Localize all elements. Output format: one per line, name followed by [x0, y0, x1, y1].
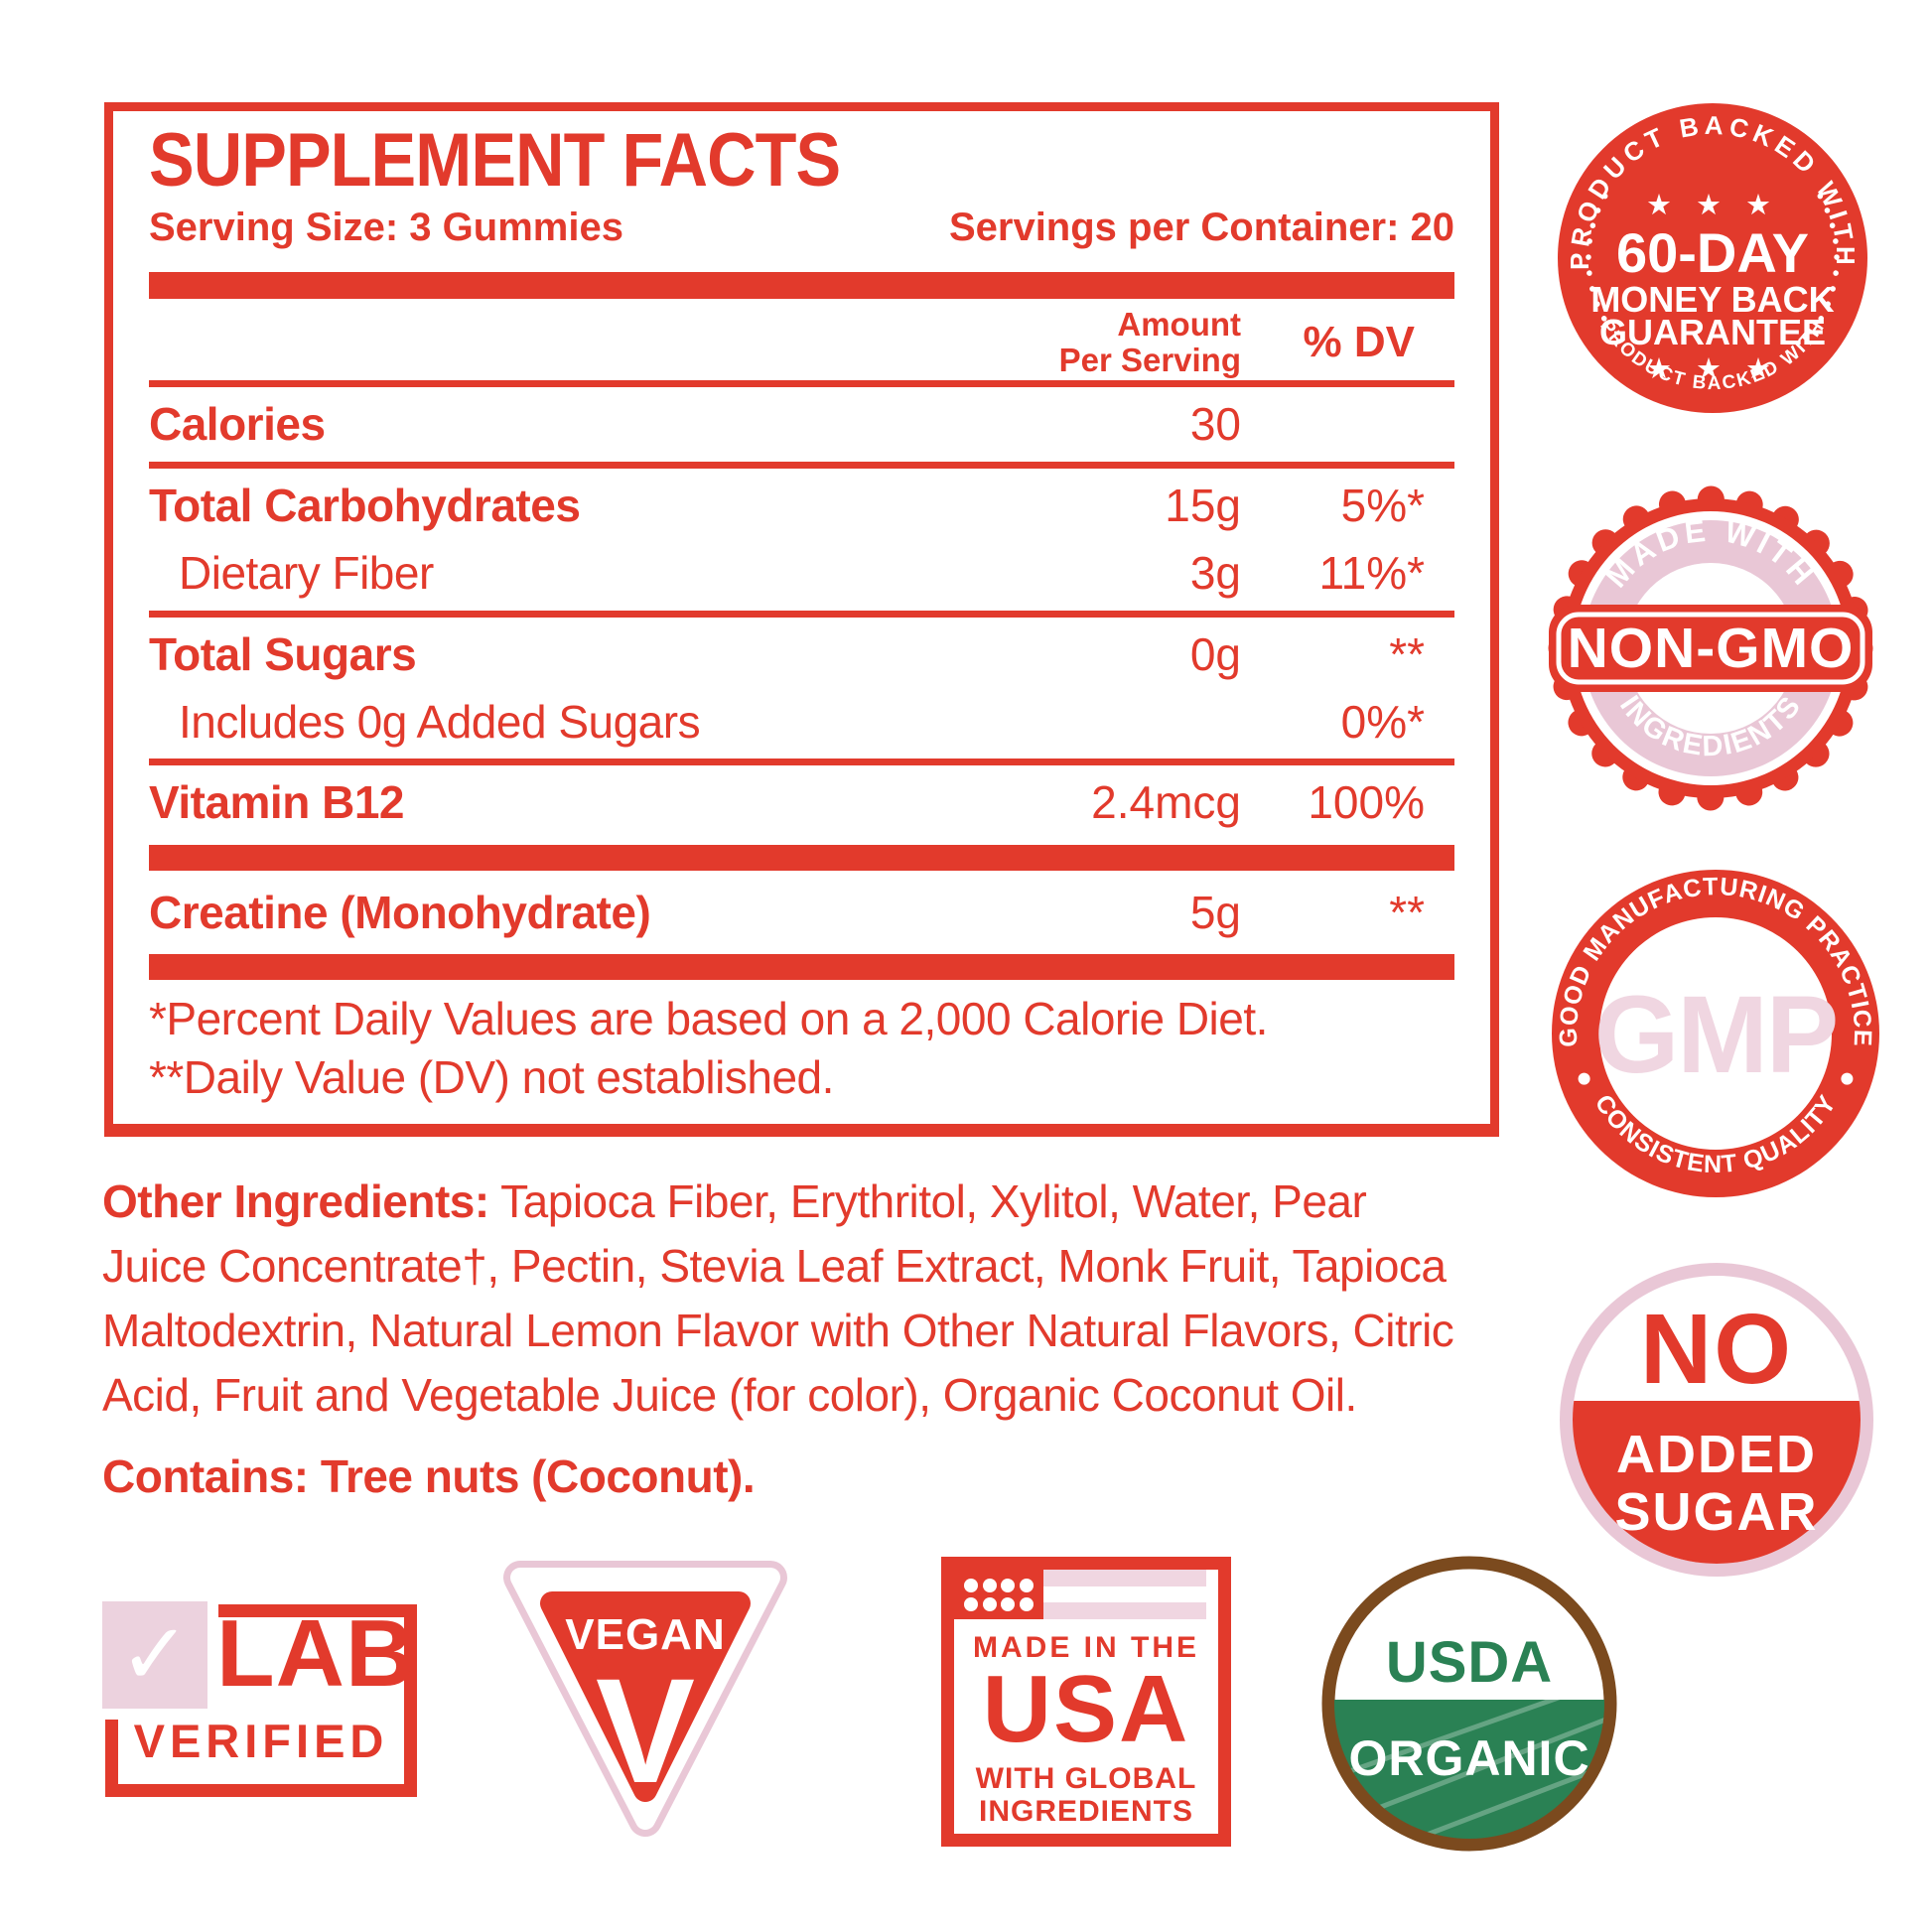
- divider-thick: [149, 844, 1454, 871]
- banner-text-non-gmo: NON-GMO: [1568, 617, 1855, 680]
- banner: [1549, 605, 1872, 692]
- triangle-red: [540, 1591, 751, 1802]
- money-back-guarantee-badge: PRODUCT BACKED WITH ★ ★ ★ 60-DAY MONEY B…: [1558, 103, 1867, 413]
- gmp-badge: GMP GOOD MANUFACTURING PRACTICE CONSISTE…: [1552, 870, 1879, 1197]
- flag-star-dot: [964, 1596, 979, 1611]
- panel-title: SUPPLEMENT FACTS: [149, 118, 841, 203]
- footnotes: *Percent Daily Values are based on a 2,0…: [149, 990, 1454, 1107]
- with-global-line: WITH GLOBAL: [975, 1762, 1197, 1796]
- dotted-arc-left: [1586, 193, 1608, 324]
- badge-line-no: NO: [1640, 1294, 1793, 1405]
- table-header-row: Amount Per Serving % DV: [149, 307, 1454, 377]
- usda-word: USDA: [1386, 1630, 1553, 1695]
- divider-thin: [149, 461, 1454, 469]
- lab-check-square: ✓: [102, 1601, 207, 1709]
- verified-word: VERIFIED: [133, 1715, 389, 1767]
- divider-thick: [149, 954, 1454, 981]
- vegan-badge: VEGAN V: [503, 1561, 787, 1837]
- flag-stripes: [1043, 1570, 1206, 1620]
- divider-thin: [149, 380, 1454, 388]
- other-ingredients-section: Other Ingredients: Tapioca Fiber, Erythr…: [102, 1170, 1482, 1509]
- lab-verified-badge: ✓ LAB VERIFIED: [102, 1600, 417, 1797]
- badge-line-60-day: 60-DAY: [1616, 221, 1809, 284]
- divider-thick: [149, 272, 1454, 299]
- ingredients-line: INGREDIENTS: [978, 1795, 1194, 1829]
- flag-star-dot: [982, 1596, 997, 1611]
- no-added-sugar-badge: NO ADDED SUGAR: [1560, 1263, 1873, 1577]
- table-row-total-carbohydrates: Total Carbohydrates 15g 5%*: [149, 479, 1425, 531]
- servings-per-container: Servings per Container: 20: [948, 206, 1454, 249]
- made-in-the-line: MADE IN THE: [973, 1631, 1199, 1664]
- dot-right: [1841, 1072, 1854, 1085]
- contains-label: Contains:: [102, 1450, 309, 1503]
- badge-line-added: ADDED: [1616, 1425, 1817, 1484]
- table-row-vitamin-b12: Vitamin B12 2.4mcg 100%: [149, 776, 1425, 829]
- serving-info-row: Serving Size: 3 Gummies Servings per Con…: [149, 205, 1454, 250]
- made-in-usa-badge: MADE IN THE USA WITH GLOBAL INGREDIENTS: [941, 1557, 1231, 1847]
- serving-size: Serving Size: 3 Gummies: [149, 206, 623, 249]
- footnote-daily-values: *Percent Daily Values are based on a 2,0…: [149, 993, 1268, 1045]
- badge-line-money-back: MONEY BACK: [1590, 279, 1834, 320]
- flag-star-dot: [1019, 1578, 1034, 1592]
- table-row-creatine: Creatine (Monohydrate) 5g **: [149, 886, 1425, 938]
- other-ingredients-paragraph: Other Ingredients: Tapioca Fiber, Erythr…: [102, 1170, 1482, 1427]
- table-row-added-sugars: Includes 0g Added Sugars 0%*: [179, 696, 1425, 748]
- divider-thin: [149, 610, 1454, 618]
- stars-row-top: ★ ★ ★: [1646, 190, 1779, 221]
- usa-word: USA: [982, 1656, 1190, 1762]
- other-ingredients-text: Tapioca Fiber, Erythritol, Xylitol, Wate…: [102, 1175, 1454, 1421]
- flag-star-dot: [1019, 1596, 1034, 1611]
- stars-row-bottom: ★ ★ ★: [1646, 353, 1779, 385]
- dotted-arc-right: [1817, 193, 1840, 324]
- flag-star-dot: [964, 1578, 979, 1592]
- dot-left: [1578, 1072, 1590, 1085]
- table-row-dietary-fiber: Dietary Fiber 3g 11%*: [179, 547, 1425, 600]
- organic-word: ORGANIC: [1348, 1730, 1589, 1786]
- flag-graphic: [954, 1570, 1218, 1620]
- other-ingredients-label: Other Ingredients:: [102, 1175, 489, 1227]
- divider-thin: [149, 759, 1454, 766]
- badge-circle: [1558, 103, 1867, 413]
- flag-star-dot: [982, 1578, 997, 1592]
- column-header-amount: Amount Per Serving: [1058, 306, 1241, 378]
- badge-line-sugar: SUGAR: [1614, 1482, 1818, 1542]
- banner-inner-border: [1556, 612, 1865, 685]
- flag-canton: [954, 1570, 1043, 1619]
- vegan-title: VEGAN: [565, 1610, 725, 1659]
- supplement-facts-panel: SUPPLEMENT FACTS Serving Size: 3 Gummies…: [104, 102, 1499, 1137]
- usda-organic-badge: USDA ORGANIC: [1321, 1556, 1617, 1852]
- gmp-abbreviation: GMP: [1594, 974, 1838, 1096]
- vegan-v-letter: V: [596, 1647, 695, 1814]
- table-row-total-sugars: Total Sugars 0g **: [149, 627, 1425, 680]
- checkmark-icon: ✓: [118, 1607, 192, 1703]
- contains-text: Tree nuts (Coconut).: [320, 1450, 756, 1503]
- flag-star-dot: [1001, 1578, 1016, 1592]
- badge-line-guarantee: GUARANTEE: [1599, 312, 1826, 352]
- flag-star-dot: [1001, 1596, 1016, 1611]
- lab-word: LAB: [216, 1600, 416, 1707]
- usa-text-block: MADE IN THE USA WITH GLOBAL INGREDIENTS: [954, 1631, 1218, 1828]
- table-row-calories: Calories 30: [149, 398, 1241, 451]
- column-header-dv: % DV: [1303, 317, 1415, 366]
- footnote-dv-not-established: **Daily Value (DV) not established.: [149, 1051, 834, 1104]
- non-gmo-badge: MADE WITH INGREDIENTS NON-GMO: [1548, 485, 1873, 811]
- contains-line: Contains: Tree nuts (Coconut).: [102, 1445, 1482, 1509]
